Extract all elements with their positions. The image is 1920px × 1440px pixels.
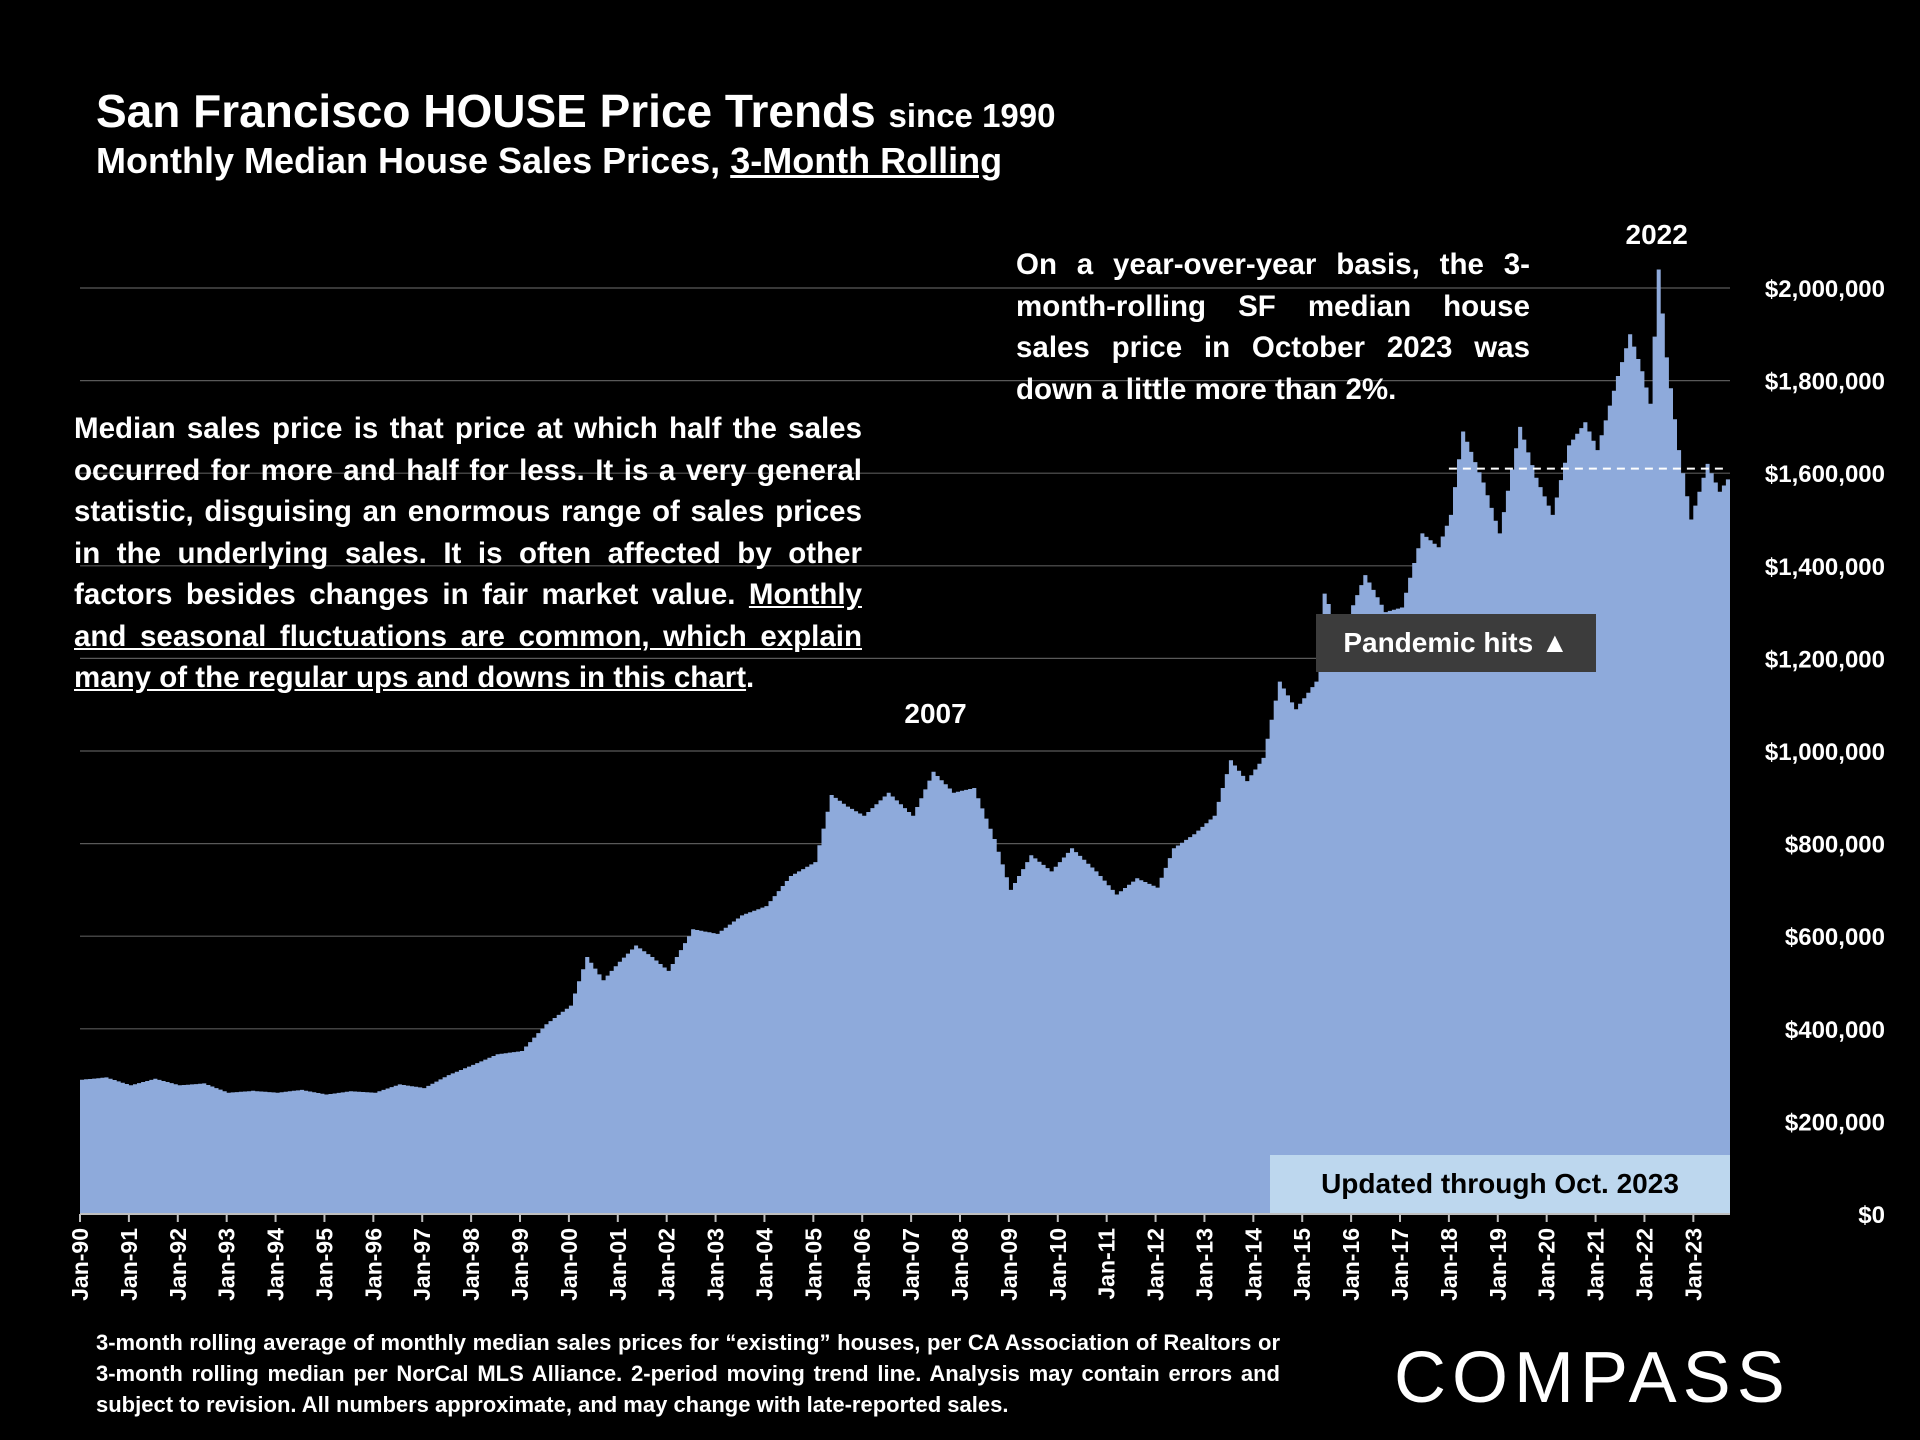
y-tick-label: $0 (1858, 1202, 1885, 1229)
y-tick-label: $200,000 (1785, 1109, 1885, 1136)
y-tick-label: $1,600,000 (1765, 461, 1885, 488)
x-tick-label: Jan-94 (263, 1228, 289, 1301)
x-tick-label: Jan-16 (1338, 1228, 1364, 1301)
median-note-text: Median sales price is that price at whic… (74, 412, 862, 611)
x-tick-label: Jan-12 (1143, 1228, 1169, 1301)
y-tick-label: $1,000,000 (1765, 739, 1885, 766)
x-tick-label: Jan-02 (654, 1228, 680, 1301)
x-tick-label: Jan-21 (1583, 1228, 1609, 1301)
x-tick-label: Jan-20 (1534, 1228, 1560, 1301)
annotation-peak-2022: 2022 (1626, 219, 1688, 250)
x-tick-label: Jan-17 (1387, 1228, 1413, 1301)
y-tick-label: $1,200,000 (1765, 646, 1885, 673)
y-tick-label: $800,000 (1785, 832, 1885, 859)
chart-title-main: San Francisco HOUSE Price Trends (96, 85, 876, 137)
chart-title: San Francisco HOUSE Price Trends since 1… (96, 84, 1055, 138)
x-tick-label: Jan-03 (703, 1228, 729, 1301)
y-tick-label: $1,400,000 (1765, 554, 1885, 581)
chart-subtitle-prefix: Monthly Median House Sales Prices, (96, 140, 721, 181)
x-tick-label: Jan-08 (947, 1228, 973, 1301)
y-axis-labels: $0 $200,000 $400,000 $600,000 $800,000 $1,000… (1765, 276, 1885, 1229)
y-tick-label: $1,800,000 (1765, 369, 1885, 396)
x-tick-label: Jan-97 (409, 1228, 435, 1301)
x-tick-label: Jan-98 (458, 1228, 484, 1301)
x-tick-label: Jan-00 (556, 1228, 582, 1301)
x-axis-ticks: Jan-90 Jan-91 Jan-92 Jan-93 Jan-94 Jan-95 Jan-… (67, 1214, 1706, 1301)
chart-title-suffix: since 1990 (888, 97, 1056, 134)
x-tick-label: Jan-91 (116, 1228, 142, 1301)
updated-through-badge: Updated through Oct. 2023 (1270, 1155, 1730, 1213)
y-tick-label: $600,000 (1785, 924, 1885, 951)
x-tick-label: Jan-96 (360, 1228, 386, 1301)
x-tick-label: Jan-90 (67, 1228, 93, 1301)
x-tick-label: Jan-10 (1045, 1228, 1071, 1301)
x-tick-label: Jan-13 (1191, 1228, 1217, 1301)
compass-logo: COMPASS (1394, 1338, 1791, 1416)
x-tick-label: Jan-15 (1289, 1228, 1315, 1301)
x-tick-label: Jan-23 (1680, 1228, 1706, 1301)
median-note-underlined: Monthly and seasonal fluctuations are co… (74, 578, 862, 694)
x-tick-label: Jan-01 (605, 1228, 631, 1301)
x-tick-label: Jan-05 (800, 1228, 826, 1301)
y-tick-label: $400,000 (1785, 1017, 1885, 1044)
x-tick-label: Jan-09 (996, 1228, 1022, 1301)
price-area-series (80, 269, 1730, 1214)
pandemic-annotation-badge: Pandemic hits ▲ (1316, 614, 1596, 672)
footnote: 3-month rolling average of monthly media… (96, 1330, 1280, 1417)
chart-subtitle: Monthly Median House Sales Prices, 3-Mon… (96, 140, 1002, 182)
x-tick-label: Jan-99 (507, 1228, 533, 1301)
median-explanation-note: Median sales price is that price at whic… (74, 408, 862, 699)
x-tick-label: Jan-18 (1436, 1228, 1462, 1301)
x-tick-label: Jan-95 (311, 1228, 337, 1301)
x-tick-label: Jan-07 (898, 1228, 924, 1301)
chart-subtitle-underlined: 3-Month Rolling (730, 140, 1003, 181)
y-tick-label: $2,000,000 (1765, 276, 1885, 303)
compass-logo-text: COMPASS (1394, 1338, 1791, 1416)
annotation-peak-2007: 2007 (904, 698, 966, 729)
x-tick-label: Jan-14 (1240, 1228, 1266, 1301)
x-tick-label: Jan-11 (1094, 1228, 1120, 1300)
median-note-end: . (746, 661, 755, 694)
x-tick-label: Jan-22 (1631, 1228, 1657, 1301)
x-tick-label: Jan-06 (849, 1228, 875, 1301)
x-tick-label: Jan-93 (214, 1228, 240, 1301)
x-tick-label: Jan-19 (1485, 1228, 1511, 1301)
yoy-note: On a year-over-year basis, the 3-month-r… (1016, 248, 1530, 406)
x-tick-label: Jan-04 (751, 1228, 777, 1301)
x-tick-label: Jan-92 (165, 1228, 191, 1301)
